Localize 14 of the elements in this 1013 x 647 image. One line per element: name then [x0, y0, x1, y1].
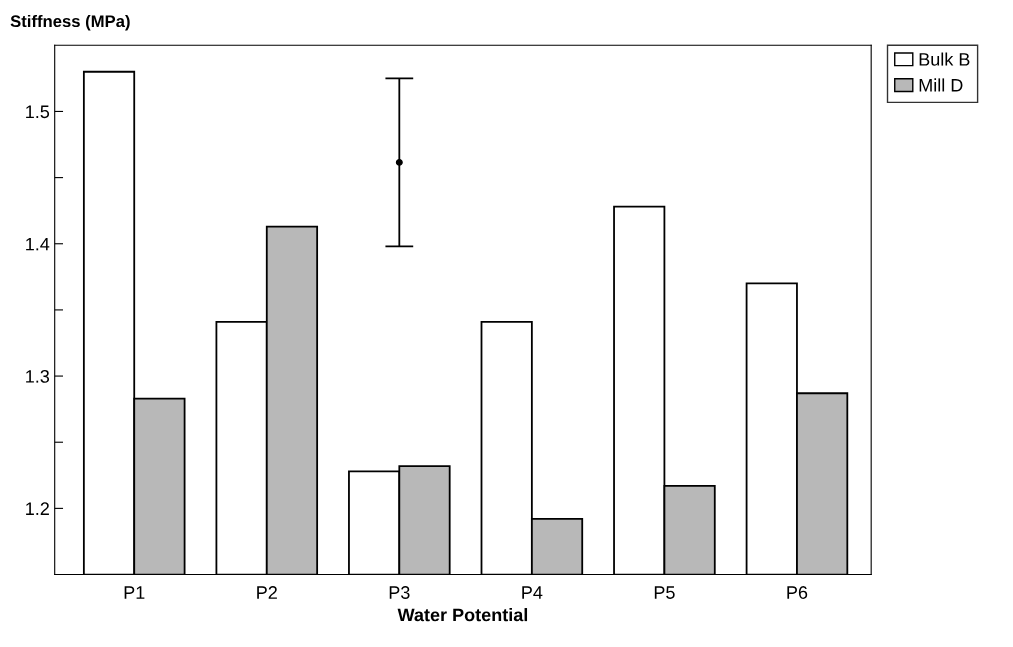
x-tick-label: P5: [654, 586, 675, 599]
y-tick-label: 1.2: [26, 502, 49, 515]
x-tick-label: P2: [257, 586, 277, 599]
legend-label: Mill D: [919, 78, 963, 92]
x-tick-label: P3: [389, 586, 410, 599]
x-tick-label: P1: [124, 586, 145, 599]
y-tick-label: 1.3: [26, 370, 50, 383]
x-tick-label: P4: [522, 586, 543, 599]
y-tick-label: 1.5: [26, 105, 50, 119]
x-axis-title: Water Potential: [397, 608, 528, 622]
x-tick-label: P6: [787, 586, 808, 599]
y-axis-title: Stiffness (MPa): [10, 14, 130, 31]
legend-label: Bulk B: [919, 52, 970, 66]
y-tick-label: 1.4: [26, 237, 50, 251]
